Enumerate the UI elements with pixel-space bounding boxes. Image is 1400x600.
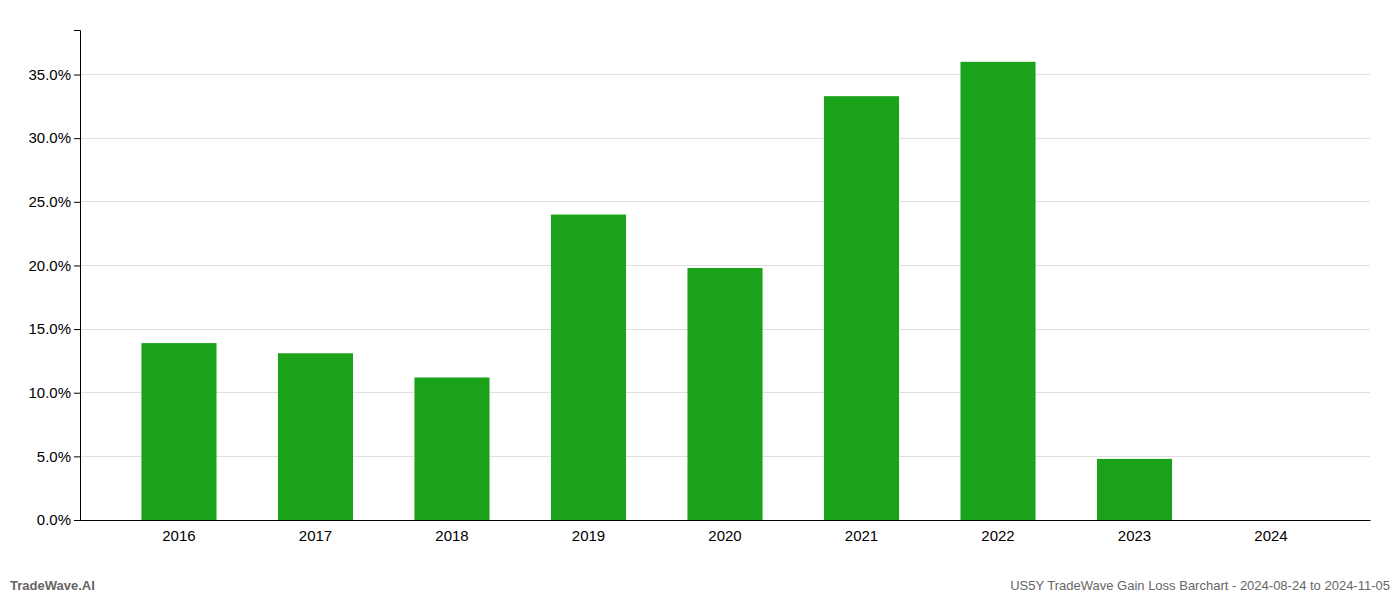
bar [414,377,489,520]
y-tick-label: 15.0% [28,320,71,337]
y-tick-label: 25.0% [28,193,71,210]
x-tick: 2024 [1254,527,1287,544]
y-tick-mark [74,393,80,394]
x-tick-label: 2023 [1118,527,1151,544]
y-axis: 0.0% 5.0% 10.0% 15.0% 20.0% 25.0% 30.0% 35.0% [28,31,80,529]
grid-line [80,201,1370,202]
chart: 0.0% 5.0% 10.0% 15.0% 20.0% 25.0% 30.0% 35.0% 20… [0,0,1400,600]
y-tick-label: 35.0% [28,66,71,83]
x-tick: 2016 [162,527,195,544]
x-tick-label: 2024 [1254,527,1287,544]
x-axis-line [81,520,1371,521]
bar [824,96,899,520]
bar [1097,459,1172,520]
x-tick: 2023 [1118,527,1151,544]
y-tick: 10.0% [28,384,80,401]
x-tick: 2022 [981,527,1014,544]
bar [1233,520,1308,521]
x-tick-label: 2019 [572,527,605,544]
y-tick: 35.0% [28,66,80,83]
bar [960,62,1035,520]
y-tick: 15.0% [28,320,80,337]
x-tick-label: 2020 [708,527,741,544]
grid [80,75,1370,520]
grid-line [80,138,1370,139]
x-tick-label: 2022 [981,527,1014,544]
y-tick-label: 30.0% [28,129,71,146]
y-tick-mark [74,138,80,139]
x-tick: 2020 [708,527,741,544]
x-tick-label: 2016 [162,527,195,544]
y-tick-mark [74,456,80,457]
y-tick-mark [74,520,80,521]
y-tick-mark [74,75,80,76]
y-axis-line [74,31,81,521]
grid-line [80,265,1370,266]
y-tick-label: 20.0% [28,257,71,274]
x-axis: 2016 2017 2018 2019 2020 2021 2022 2023 2024 [81,521,1371,545]
footer-right: US5Y TradeWave Gain Loss Barchart - 2024… [1010,578,1390,593]
x-tick-label: 2021 [845,527,878,544]
plot: 0.0% 5.0% 10.0% 15.0% 20.0% 25.0% 30.0% 35.0% 20… [28,31,1370,545]
y-tick: 20.0% [28,257,80,274]
y-tick-mark [74,329,80,330]
y-tick: 5.0% [37,448,80,465]
bar [551,215,626,520]
y-tick-label: 10.0% [28,384,71,401]
grid-line [80,74,1370,75]
bar [687,268,762,520]
x-tick: 2018 [435,527,468,544]
bar [278,353,353,520]
x-tick: 2019 [572,527,605,544]
y-tick-mark [74,202,80,203]
y-tick-label: 5.0% [37,448,71,465]
x-tick: 2017 [299,527,332,544]
y-tick: 0.0% [37,511,80,528]
y-tick: 30.0% [28,129,80,146]
y-tick-label: 0.0% [37,511,71,528]
bar [141,343,216,520]
x-tick-label: 2018 [435,527,468,544]
bars [141,62,1172,520]
y-tick: 25.0% [28,193,80,210]
x-tick: 2021 [845,527,878,544]
y-tick-mark [74,265,80,266]
footer-left: TradeWave.AI [10,578,95,593]
x-tick-label: 2017 [299,527,332,544]
